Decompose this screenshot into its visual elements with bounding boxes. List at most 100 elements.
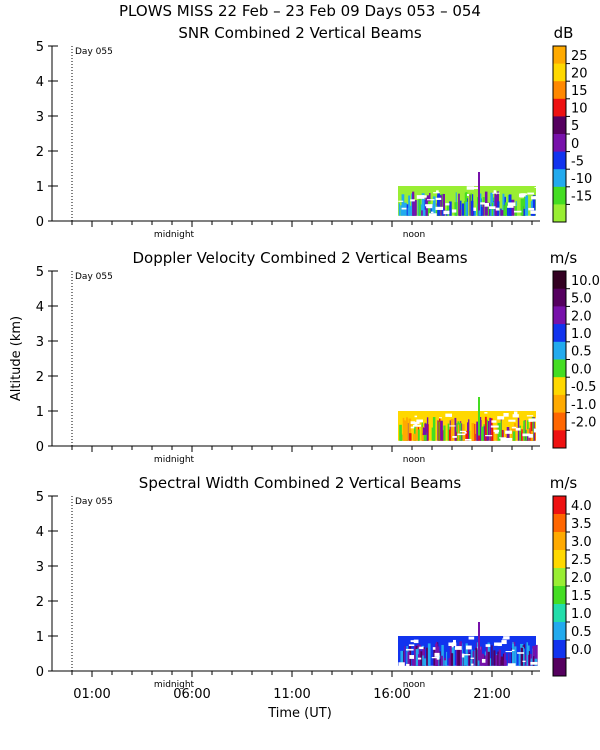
echo-gap [492, 192, 500, 194]
echo-gap [443, 210, 450, 215]
echo-streak [487, 205, 490, 216]
echo-streak [415, 422, 418, 441]
echo-streak [479, 646, 483, 666]
colorbar-label: 2.0 [571, 571, 592, 586]
colorbar-label: -5 [571, 154, 584, 169]
echo-gap [449, 425, 456, 427]
echo-streak [465, 431, 467, 441]
colorbar-swatch [553, 640, 566, 659]
echo-streak [417, 654, 421, 666]
echo-streak [505, 431, 507, 441]
colorbar-label: 10 [571, 102, 588, 117]
echo-streak [412, 191, 415, 216]
echo-gap [527, 192, 534, 195]
echo-streak [471, 209, 475, 216]
echo-streak [512, 643, 515, 666]
echo-gap [530, 210, 537, 214]
echo-gap [531, 418, 540, 422]
echo-streak [417, 429, 420, 441]
echo-streak [483, 660, 487, 666]
echo-streak [412, 658, 415, 666]
echo-streak [444, 660, 447, 666]
colorbar-swatch [553, 412, 566, 431]
echo-gap [457, 433, 466, 436]
echo-streak [422, 427, 426, 441]
echo-streak [437, 193, 440, 216]
echo-streak [520, 647, 524, 666]
echo-gap [513, 210, 522, 213]
echo-streak [428, 202, 431, 216]
colorbar-swatch [553, 81, 566, 100]
echo-streak [474, 209, 477, 216]
echo-gap [426, 199, 435, 201]
echo-streak [408, 195, 411, 216]
echo-streak [471, 422, 475, 441]
echo-streak [535, 644, 538, 666]
echo-streak [520, 198, 524, 216]
x-tick-label: 21:00 [473, 687, 510, 702]
echo-streak [400, 650, 404, 666]
colorbar-label: 3.5 [571, 517, 592, 532]
echo-streak [469, 194, 472, 216]
echo-gap [515, 427, 521, 431]
echo-streak [405, 417, 408, 441]
colorbar-label: -15 [571, 190, 592, 205]
echo-streak [514, 646, 517, 666]
colorbar-swatch [553, 586, 566, 605]
echo-streak [458, 193, 460, 216]
colorbar-label: 3.0 [571, 535, 592, 550]
echo-streak [533, 198, 535, 216]
echo-streak [421, 435, 425, 441]
echo-streak [511, 428, 514, 441]
echo-streak [519, 425, 522, 441]
echo-streak [451, 426, 454, 441]
echo-gap [463, 654, 471, 656]
echo-gap [503, 636, 510, 640]
echo-streak [399, 424, 402, 441]
echo-streak [461, 203, 465, 216]
colorbar-swatch [553, 658, 566, 677]
colorbar-swatch [553, 98, 566, 117]
echo-gap [497, 416, 505, 420]
echo-streak [482, 202, 485, 216]
echo-streak [440, 420, 443, 441]
echo-streak [525, 433, 529, 441]
echo-gap [493, 429, 500, 433]
echo-gap [470, 657, 475, 659]
echo-gap [459, 430, 466, 433]
echo-gap [518, 193, 525, 198]
echo-streak [442, 193, 445, 216]
echo-streak [459, 200, 462, 216]
colorbar-swatch [553, 271, 566, 290]
echo-streak [465, 430, 469, 441]
echo-streak [426, 647, 429, 666]
echo-gap [452, 436, 457, 438]
echo-streak [432, 196, 436, 216]
echo-gap [439, 417, 442, 419]
colorbar-label: -1.0 [571, 398, 596, 413]
x-tick-label: 16:00 [373, 687, 410, 702]
echo-gap [503, 413, 509, 417]
echo-streak [506, 207, 509, 216]
y-tick-label: 5 [36, 490, 44, 505]
colorbar-swatch [553, 186, 566, 205]
x-tick-label: 06:00 [173, 687, 210, 702]
echo-gap [508, 419, 516, 422]
echo-gap [506, 437, 513, 441]
colorbar-label: 1.0 [571, 327, 592, 342]
echo-gap [534, 186, 543, 188]
colorbar-swatch [553, 134, 566, 153]
echo-streak [465, 201, 468, 216]
echo-streak [409, 433, 412, 441]
echo-gap [436, 656, 440, 660]
echo-streak [484, 416, 487, 441]
echo-streak [439, 658, 441, 666]
echo-streak [454, 417, 457, 441]
echo-gap [522, 660, 526, 663]
echo-gap [489, 206, 496, 210]
y-tick-label: 0 [36, 215, 44, 230]
colorbar-label: 5 [571, 119, 579, 134]
echo-streak [530, 420, 533, 441]
midnight-label: midnight [154, 455, 195, 465]
